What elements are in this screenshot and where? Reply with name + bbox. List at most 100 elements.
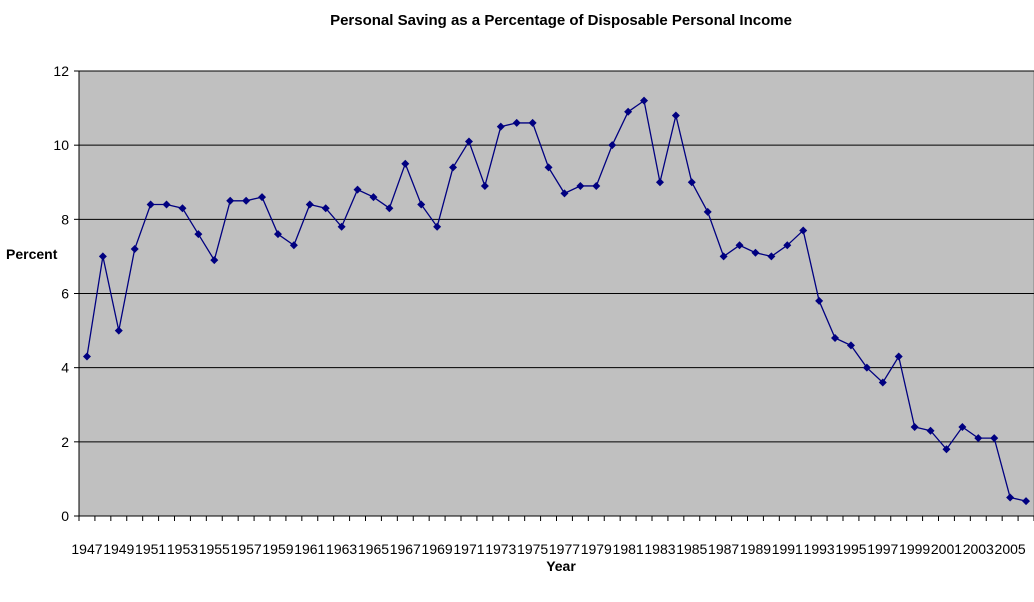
x-tick-label: 1973 [485, 541, 516, 557]
data-point [560, 189, 569, 198]
x-tick-label: 1997 [867, 541, 898, 557]
y-tick-label: 2 [61, 434, 69, 450]
data-point [528, 118, 537, 127]
x-axis: 1947 1949 1951 1953 1955 1957 1959 1961 1963 1965… [71, 515, 1034, 557]
data-point [305, 200, 314, 209]
data-point [687, 178, 696, 187]
x-tick-label: 1957 [231, 541, 262, 557]
x-tick-label: 1999 [899, 541, 930, 557]
x-tick-label: 1971 [453, 541, 484, 557]
data-point [242, 196, 251, 205]
data-point [178, 204, 187, 213]
data-point [942, 445, 951, 454]
x-tick-label: 1977 [549, 541, 580, 557]
x-axis-label: Year [546, 558, 576, 574]
data-point [512, 118, 521, 127]
y-tick-label: 6 [61, 286, 69, 302]
data-point [1006, 493, 1015, 502]
x-tick-label: 1995 [835, 541, 866, 557]
x-tick-label: 1983 [644, 541, 675, 557]
x-tick-label: 1951 [135, 541, 166, 557]
data-point [464, 137, 473, 146]
data-point [751, 248, 760, 257]
x-tick-label: 1985 [676, 541, 707, 557]
y-axis-label: Percent [6, 246, 58, 262]
data-point [353, 185, 362, 194]
data-point [544, 163, 553, 172]
data-point [258, 193, 267, 202]
x-tick-label: 1961 [294, 541, 325, 557]
x-tick-label: 1979 [581, 541, 612, 557]
data-point [114, 326, 123, 335]
data-point [194, 230, 203, 239]
data-point [369, 193, 378, 202]
x-tick-label: 1947 [71, 541, 102, 557]
data-point [862, 363, 871, 372]
x-tick-label: 1949 [103, 541, 134, 557]
data-point [894, 352, 903, 361]
data-point [783, 241, 792, 250]
x-tick-label: 1991 [772, 541, 803, 557]
x-tick-label: 2005 [995, 541, 1026, 557]
data-point [226, 196, 235, 205]
data-point [926, 426, 935, 435]
data-point [703, 207, 712, 216]
y-tick-label: 0 [61, 508, 69, 524]
data-point [289, 241, 298, 250]
data-point [910, 423, 919, 431]
x-tick-label: 1975 [517, 541, 548, 557]
data-point [146, 200, 155, 209]
x-tick-label: 1989 [740, 541, 771, 557]
data-point [878, 378, 887, 387]
x-tick-label: 1987 [708, 541, 739, 557]
chart-title: Personal Saving as a Percentage of Dispo… [330, 12, 792, 29]
data-point [815, 296, 824, 305]
data-point [449, 163, 458, 172]
data-point [401, 159, 410, 168]
data-point [337, 222, 346, 231]
data-point [608, 141, 617, 150]
data-point [974, 434, 983, 443]
data-markers [82, 96, 1031, 506]
data-point [799, 226, 808, 235]
data-point [1022, 497, 1031, 506]
x-tick-label: 1963 [326, 541, 357, 557]
data-point [130, 245, 139, 253]
x-tick-label: 1959 [262, 541, 293, 557]
data-point [640, 96, 649, 105]
data-point [624, 107, 633, 116]
x-tick-label: 1965 [358, 541, 389, 557]
data-point [273, 230, 282, 239]
data-point [592, 181, 601, 190]
data-point [767, 252, 776, 261]
y-tick-label: 10 [53, 137, 69, 153]
data-point [831, 334, 840, 342]
data-point [671, 111, 680, 120]
x-tick-label: 1955 [199, 541, 230, 557]
data-point [210, 256, 219, 265]
data-point [846, 341, 855, 350]
data-point [385, 204, 394, 213]
gridlines [79, 70, 1034, 443]
data-point [480, 181, 489, 190]
x-tick-label: 1967 [390, 541, 421, 557]
data-point [433, 222, 442, 231]
x-tick-label: 1981 [613, 541, 644, 557]
data-point [321, 204, 330, 213]
x-tick-label: 2003 [963, 541, 994, 557]
data-point [496, 122, 505, 131]
x-tick-label: 1993 [804, 541, 835, 557]
data-point [576, 181, 585, 190]
y-tick-label: 12 [53, 63, 69, 79]
data-point [98, 252, 107, 261]
data-point [735, 241, 744, 250]
y-axis: 0 2 4 6 8 10 12 [53, 63, 80, 524]
data-point [719, 252, 728, 261]
y-tick-label: 8 [61, 211, 69, 227]
x-tick-label: 2001 [931, 541, 962, 557]
data-point [990, 434, 999, 443]
data-point [162, 200, 171, 209]
data-point [82, 352, 91, 361]
data-point [655, 178, 664, 187]
